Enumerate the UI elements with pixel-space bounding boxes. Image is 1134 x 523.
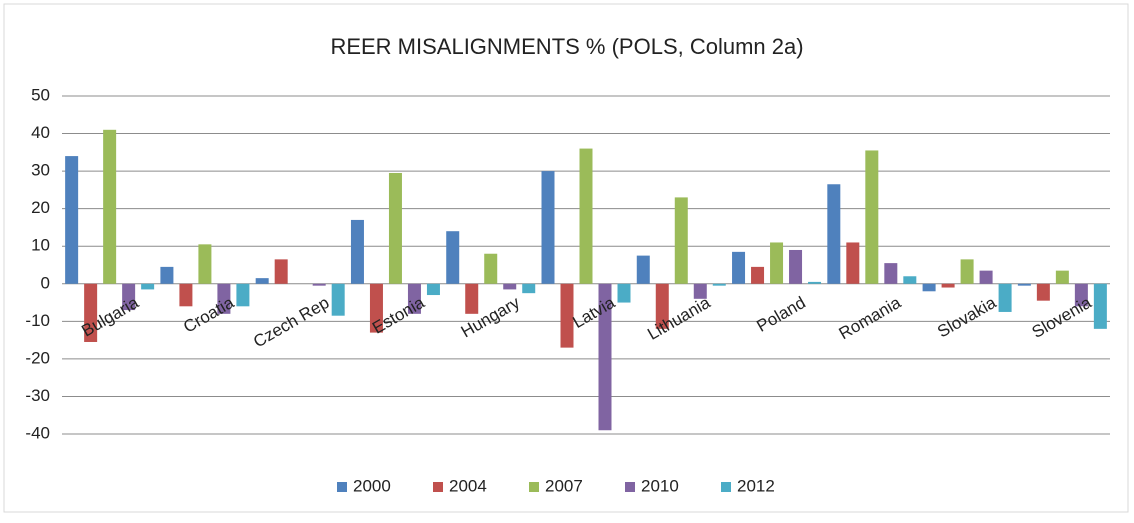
bar <box>712 283 726 286</box>
bar <box>274 259 288 284</box>
bar <box>636 255 650 284</box>
bar <box>255 278 269 284</box>
bar <box>446 231 460 284</box>
bar <box>1017 283 1031 286</box>
legend-label: 2012 <box>737 476 775 495</box>
bar <box>1055 270 1069 284</box>
bar <box>598 283 612 431</box>
y-tick-label: 0 <box>41 273 50 292</box>
y-tick-label: 50 <box>31 85 50 104</box>
bar <box>827 184 841 284</box>
chart-title: REER MISALIGNMENTS % (POLS, Column 2a) <box>330 34 803 59</box>
bar <box>426 283 440 296</box>
bar <box>484 253 498 284</box>
y-tick-label: 10 <box>31 236 50 255</box>
bar <box>979 270 993 284</box>
y-tick-label: -20 <box>25 348 50 367</box>
legend-label: 2007 <box>545 476 583 495</box>
bar <box>789 249 803 284</box>
bar <box>941 283 955 288</box>
legend-swatch <box>721 482 731 492</box>
legend-swatch <box>529 482 539 492</box>
y-tick-label: -40 <box>25 423 50 442</box>
legend-label: 2000 <box>353 476 391 495</box>
bar <box>1036 283 1050 301</box>
bar <box>465 283 479 314</box>
bar <box>312 283 326 286</box>
bar <box>846 242 860 284</box>
bar <box>84 283 98 342</box>
bar <box>732 251 746 284</box>
bar <box>903 276 917 284</box>
y-tick-label: -30 <box>25 386 50 405</box>
bar <box>236 283 250 307</box>
y-tick-label: -10 <box>25 311 50 330</box>
bar <box>350 219 364 284</box>
y-tick-label: 40 <box>31 123 50 142</box>
legend-label: 2004 <box>449 476 487 495</box>
bar <box>751 266 765 284</box>
bar <box>693 283 707 299</box>
bar <box>560 283 574 348</box>
y-tick-label: 30 <box>31 161 50 180</box>
y-tick-label: 20 <box>31 198 50 217</box>
bar <box>808 281 822 284</box>
bar <box>865 150 879 284</box>
bar <box>388 172 402 284</box>
bar <box>407 283 421 314</box>
bar <box>198 244 212 284</box>
legend-swatch <box>337 482 347 492</box>
bar <box>674 197 688 284</box>
bar <box>103 129 117 284</box>
bar <box>331 283 345 316</box>
bar <box>122 283 136 311</box>
bar <box>579 148 593 284</box>
bar <box>884 263 898 284</box>
bar <box>617 283 631 303</box>
bar <box>522 283 536 294</box>
legend-label: 2010 <box>641 476 679 495</box>
legend-swatch <box>433 482 443 492</box>
bar <box>998 283 1012 312</box>
bar <box>217 283 231 314</box>
bar <box>541 171 555 284</box>
bar <box>179 283 193 307</box>
bar <box>503 283 517 290</box>
legend-swatch <box>625 482 635 492</box>
bar <box>1093 283 1107 329</box>
bar <box>922 283 936 292</box>
bar <box>65 156 79 284</box>
bar <box>141 283 155 290</box>
bar <box>1074 283 1088 307</box>
bar <box>960 259 974 284</box>
bar <box>770 242 784 284</box>
bar <box>655 283 669 329</box>
bar <box>369 283 383 333</box>
chart-frame <box>3 3 1129 513</box>
bar <box>160 266 174 284</box>
